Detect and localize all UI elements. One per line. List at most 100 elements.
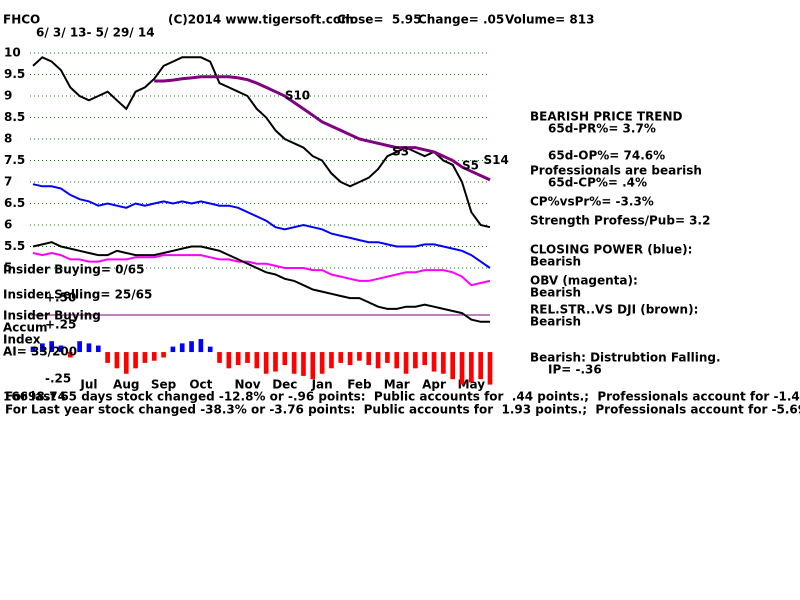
- x-tick-label: Jul: [79, 378, 97, 392]
- y-tick-label: 8: [4, 132, 12, 146]
- accum-bar: [179, 343, 185, 353]
- y-tick-label: 5: [4, 261, 12, 275]
- left-note: Index: [3, 333, 41, 347]
- accum-bar: [394, 352, 400, 369]
- x-tick-label: Mar: [384, 378, 410, 392]
- accum-bar: [123, 352, 129, 374]
- accum-bar: [441, 352, 446, 374]
- x-tick-label: Dec: [272, 378, 297, 392]
- change: Change= .05: [418, 13, 504, 27]
- series-line: [32, 56, 491, 229]
- accum-bar: [207, 346, 213, 353]
- series-line: [32, 251, 491, 287]
- accum-bar: [403, 352, 409, 374]
- accum-bar: [338, 352, 344, 363]
- symbol: FHCO: [3, 13, 40, 27]
- y-tick-label: 6: [4, 218, 12, 232]
- x-tick-label: Aug: [113, 378, 139, 392]
- annotation: S3: [392, 144, 409, 158]
- y-tick-label: +.50: [45, 290, 76, 304]
- right-note: Bearish: Distrubtion Falling.: [530, 351, 721, 365]
- accum-bar: [487, 352, 493, 385]
- right-note: Strength Profess/Pub= 3.2: [530, 214, 710, 228]
- accum-bar: [77, 341, 82, 353]
- accum-bar: [254, 352, 260, 369]
- accum-bar: [133, 352, 138, 369]
- y-tick-label: 9.5: [4, 67, 25, 81]
- right-note: IP= -.36: [548, 363, 602, 377]
- accum-bar: [291, 352, 297, 374]
- accum-bar: [245, 352, 250, 363]
- right-note: 65d-CP%= .4%: [548, 176, 647, 190]
- accum-bar: [161, 352, 166, 358]
- accum-bar: [170, 346, 176, 353]
- accum-bar: [39, 343, 45, 353]
- right-note: OBV (magenta):: [530, 274, 638, 288]
- x-tick-label: Apr: [422, 378, 446, 392]
- x-tick-label: May: [458, 378, 486, 392]
- accum-bar: [469, 352, 474, 383]
- y-tick-label: 8.5: [4, 110, 25, 124]
- series-line: [154, 75, 491, 182]
- right-note: Professionals are bearish: [530, 164, 702, 178]
- volume: Volume= 813: [505, 13, 594, 27]
- accum-bar: [49, 341, 54, 353]
- accum-bar: [366, 352, 372, 366]
- accum-bar: [217, 352, 222, 363]
- right-note: BEARISH PRICE TREND: [530, 110, 683, 124]
- accum-bar: [329, 352, 334, 369]
- right-note: 65d-PR%= 3.7%: [548, 122, 656, 136]
- accum-bar: [226, 352, 232, 369]
- accum-bar: [142, 352, 148, 363]
- y-tick-label: 6.5: [4, 196, 25, 210]
- left-note: Accum: [3, 321, 48, 335]
- left-note: Insider Buying= 0/65: [3, 263, 145, 277]
- y-tick-label: -.25: [45, 372, 71, 386]
- left-note: Insider Selling= 25/65: [3, 288, 152, 302]
- left-note: Insider Buying: [3, 309, 101, 323]
- accum-bar: [235, 352, 241, 366]
- accum-bar: [413, 352, 418, 369]
- y-tick-label: +.25: [45, 317, 76, 331]
- accum-bar: [58, 345, 64, 353]
- annotation: S5: [462, 159, 479, 173]
- accum-bar: [114, 352, 120, 369]
- left-note: AI= 33/200: [3, 345, 77, 359]
- accum-bar: [319, 352, 325, 374]
- accum-bar: [459, 352, 465, 385]
- accum-bar: [86, 343, 92, 353]
- x-tick-label: Jan: [311, 378, 333, 392]
- x-tick-label: Nov: [234, 378, 260, 392]
- accum-bar: [263, 352, 269, 374]
- right-note: Bearish: [530, 255, 581, 269]
- accum-bar: [282, 352, 288, 366]
- x-tick-label: Sep: [151, 378, 177, 392]
- accum-bar: [95, 345, 101, 353]
- x-tick-label: Feb: [347, 378, 372, 392]
- accum-bar: [189, 341, 194, 353]
- series-line: [32, 241, 490, 323]
- accum-bar: [478, 352, 484, 380]
- close: Close= 5.95: [337, 13, 421, 27]
- accum-bar: [67, 352, 73, 358]
- accum-bar: [273, 352, 278, 372]
- accum-bar: [105, 352, 110, 363]
- accum-bar: [431, 352, 437, 372]
- y-tick-label: 10: [4, 46, 21, 60]
- x-tick-label: Oct: [189, 378, 212, 392]
- accum-bar: [375, 352, 381, 369]
- right-note: CLOSING POWER (blue):: [530, 243, 692, 257]
- y-tick-label: 5.5: [4, 239, 25, 253]
- date-range: 6/ 3/ 13- 5/ 29/ 14: [36, 26, 155, 40]
- accum-bar: [357, 352, 362, 361]
- accum-bar: [347, 352, 353, 366]
- annotation: S14: [483, 153, 508, 167]
- right-note: Bearish: [530, 286, 581, 300]
- right-note: 65d-OP%= 74.6%: [548, 149, 665, 163]
- right-note: REL.STR..VS DJI (brown):: [530, 303, 698, 317]
- accum-bar: [310, 352, 316, 380]
- accum-bar: [151, 352, 157, 361]
- y-tick-label: 9: [4, 89, 12, 103]
- copyright: (C)2014 www.tigersoft.com: [168, 13, 354, 27]
- right-note: CP%vsPr%= -3.3%: [530, 195, 654, 209]
